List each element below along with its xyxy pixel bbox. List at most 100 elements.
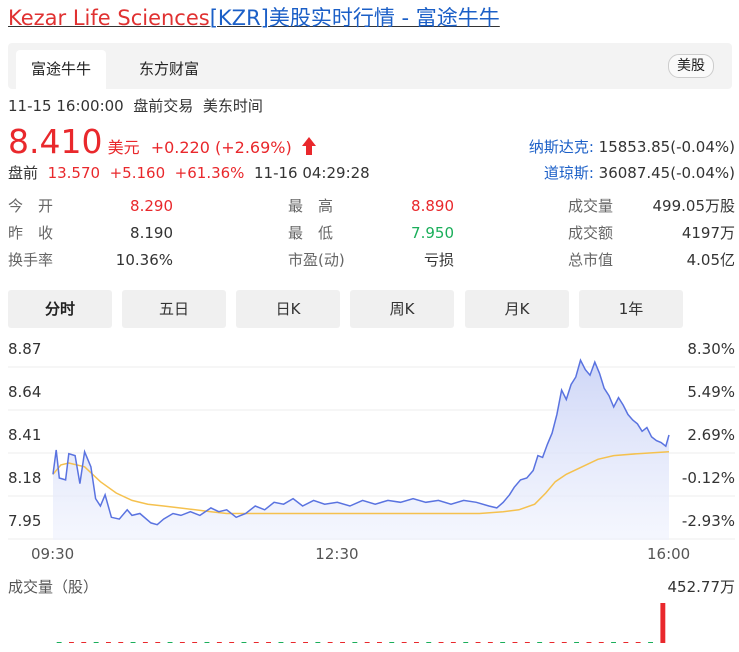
period-tab-weekly-k[interactable]: 周K bbox=[350, 290, 454, 328]
y-tick-label-left: 8.18 bbox=[8, 469, 42, 487]
stat-value: 499.05万股 bbox=[652, 197, 736, 215]
volume-bar bbox=[352, 642, 358, 643]
y-tick-label-right: 5.49% bbox=[687, 383, 735, 401]
volume-label: 成交量（股） bbox=[8, 578, 99, 596]
volume-bar bbox=[216, 642, 222, 643]
quote-meta: 11-15 16:00:00 盘前交易 美东时间 bbox=[8, 96, 263, 116]
stat-label: 换手率 bbox=[8, 251, 54, 269]
y-tick-label-right: 8.30% bbox=[687, 340, 735, 358]
index-dow: 道琼斯: 36087.45(-0.04%) bbox=[544, 163, 735, 183]
average-price-line bbox=[52, 451, 670, 515]
ticker-code[interactable]: [KZR] bbox=[209, 6, 269, 30]
index-nasdaq: 纳斯达克: 15853.85(-0.04%) bbox=[529, 137, 735, 157]
page-title-suffix[interactable]: 美股实时行情 - 富途牛牛 bbox=[268, 6, 500, 30]
stat-value: 10.36% bbox=[115, 251, 173, 269]
volume-bar bbox=[463, 642, 469, 643]
premarket-change: +5.160 bbox=[109, 164, 166, 182]
stat-label: 昨 收 bbox=[8, 224, 54, 242]
price-area bbox=[53, 360, 669, 540]
price-change: +0.220 bbox=[150, 138, 210, 157]
price-row: 8.410 美元 +0.220 (+2.69%) bbox=[8, 124, 317, 160]
stat-value: 8.890 bbox=[411, 197, 454, 215]
premarket-row: 盘前 13.570 +5.160 +61.36% 11-16 04:29:28 bbox=[8, 163, 370, 183]
volume-bar bbox=[537, 642, 543, 643]
x-tick-label: 09:30 bbox=[31, 545, 75, 563]
volume-bar bbox=[155, 642, 161, 643]
volume-bar bbox=[549, 642, 555, 643]
page-title[interactable]: Kezar Life Sciences[KZR]美股实时行情 - 富途牛牛 bbox=[8, 4, 500, 32]
volume-bar bbox=[266, 642, 271, 643]
y-tick-label-left: 7.95 bbox=[8, 512, 42, 530]
volume-bar bbox=[414, 642, 419, 643]
quote-timezone: 美东时间 bbox=[202, 97, 263, 115]
volume-bar bbox=[450, 642, 456, 643]
market-badge[interactable]: 美股 bbox=[668, 54, 714, 78]
period-tab-monthly-k[interactable]: 月K bbox=[465, 290, 569, 328]
index-name[interactable]: 道琼斯: bbox=[543, 164, 594, 182]
quote-datetime: 11-15 16:00:00 bbox=[8, 97, 124, 115]
volume-bar bbox=[56, 642, 62, 643]
volume-bar bbox=[561, 642, 567, 643]
premarket-time: 11-16 04:29:28 bbox=[253, 164, 370, 182]
stat-label: 市盈(动) bbox=[288, 251, 345, 269]
volume-bar bbox=[229, 642, 235, 643]
volume-max-label: 452.77万 bbox=[667, 578, 736, 596]
volume-bar bbox=[660, 603, 666, 643]
volume-bar bbox=[241, 642, 247, 643]
y-tick-label-left: 8.64 bbox=[8, 383, 42, 401]
volume-bar bbox=[192, 642, 198, 643]
volume-bar bbox=[118, 642, 124, 643]
stat-value: 亏损 bbox=[423, 251, 454, 269]
volume-bar bbox=[586, 642, 592, 643]
volume-bar bbox=[327, 642, 333, 643]
volume-bar bbox=[315, 642, 321, 643]
price-change-pct: (+2.69%) bbox=[215, 138, 292, 157]
y-tick-label-left: 8.87 bbox=[8, 340, 42, 358]
stat-value: 7.950 bbox=[411, 224, 454, 242]
volume-bar bbox=[142, 642, 148, 643]
volume-bar bbox=[475, 642, 481, 643]
volume-bar bbox=[278, 642, 284, 643]
volume-bar bbox=[389, 642, 395, 643]
volume-bar bbox=[179, 642, 185, 643]
volume-bar bbox=[611, 642, 616, 643]
company-name[interactable]: Kezar Life Sciences bbox=[8, 6, 210, 30]
x-tick-label: 16:00 bbox=[647, 545, 691, 563]
stat-value: 4197万 bbox=[681, 224, 735, 242]
stat-label: 最 高 bbox=[288, 197, 334, 215]
y-tick-label-right: -0.12% bbox=[681, 469, 735, 487]
period-tab-daily-k[interactable]: 日K bbox=[236, 290, 340, 328]
index-name[interactable]: 纳斯达克: bbox=[528, 138, 594, 156]
quote-session: 盘前交易 bbox=[133, 97, 194, 115]
premarket-price: 13.570 bbox=[47, 164, 101, 182]
volume-bar bbox=[438, 642, 444, 643]
y-tick-label-right: -2.93% bbox=[681, 512, 735, 530]
volume-bar bbox=[340, 642, 345, 643]
volume-bar bbox=[574, 642, 579, 643]
volume-bar bbox=[500, 642, 506, 643]
period-tab-1year[interactable]: 1年 bbox=[579, 290, 683, 328]
premarket-change-pct: +61.36% bbox=[174, 164, 245, 182]
y-tick-label-left: 8.41 bbox=[8, 426, 42, 444]
volume-bar bbox=[253, 642, 259, 643]
volume-bar bbox=[167, 642, 173, 643]
volume-bars bbox=[56, 603, 666, 643]
tab-futu[interactable]: 富途牛牛 bbox=[16, 50, 107, 89]
volume-bar bbox=[290, 642, 296, 643]
volume-bar bbox=[598, 642, 604, 643]
volume-bar bbox=[648, 642, 653, 643]
price-line bbox=[52, 358, 670, 526]
tab-eastmoney[interactable]: 东方财富 bbox=[139, 60, 200, 78]
period-tab-intraday[interactable]: 分时 bbox=[8, 290, 112, 328]
source-tab-bar: 富途牛牛 东方财富 美股 bbox=[8, 43, 732, 89]
stat-value: 8.190 bbox=[130, 224, 173, 242]
period-tab-5day[interactable]: 五日 bbox=[122, 290, 226, 328]
stat-value: 8.290 bbox=[130, 197, 173, 215]
price-currency: 美元 bbox=[107, 138, 140, 157]
volume-bar bbox=[512, 642, 518, 643]
index-value: 36087.45(-0.04%) bbox=[598, 164, 735, 182]
volume-bar bbox=[303, 642, 308, 643]
stat-label: 最 低 bbox=[288, 224, 334, 242]
stat-label: 成交额 bbox=[568, 224, 614, 242]
